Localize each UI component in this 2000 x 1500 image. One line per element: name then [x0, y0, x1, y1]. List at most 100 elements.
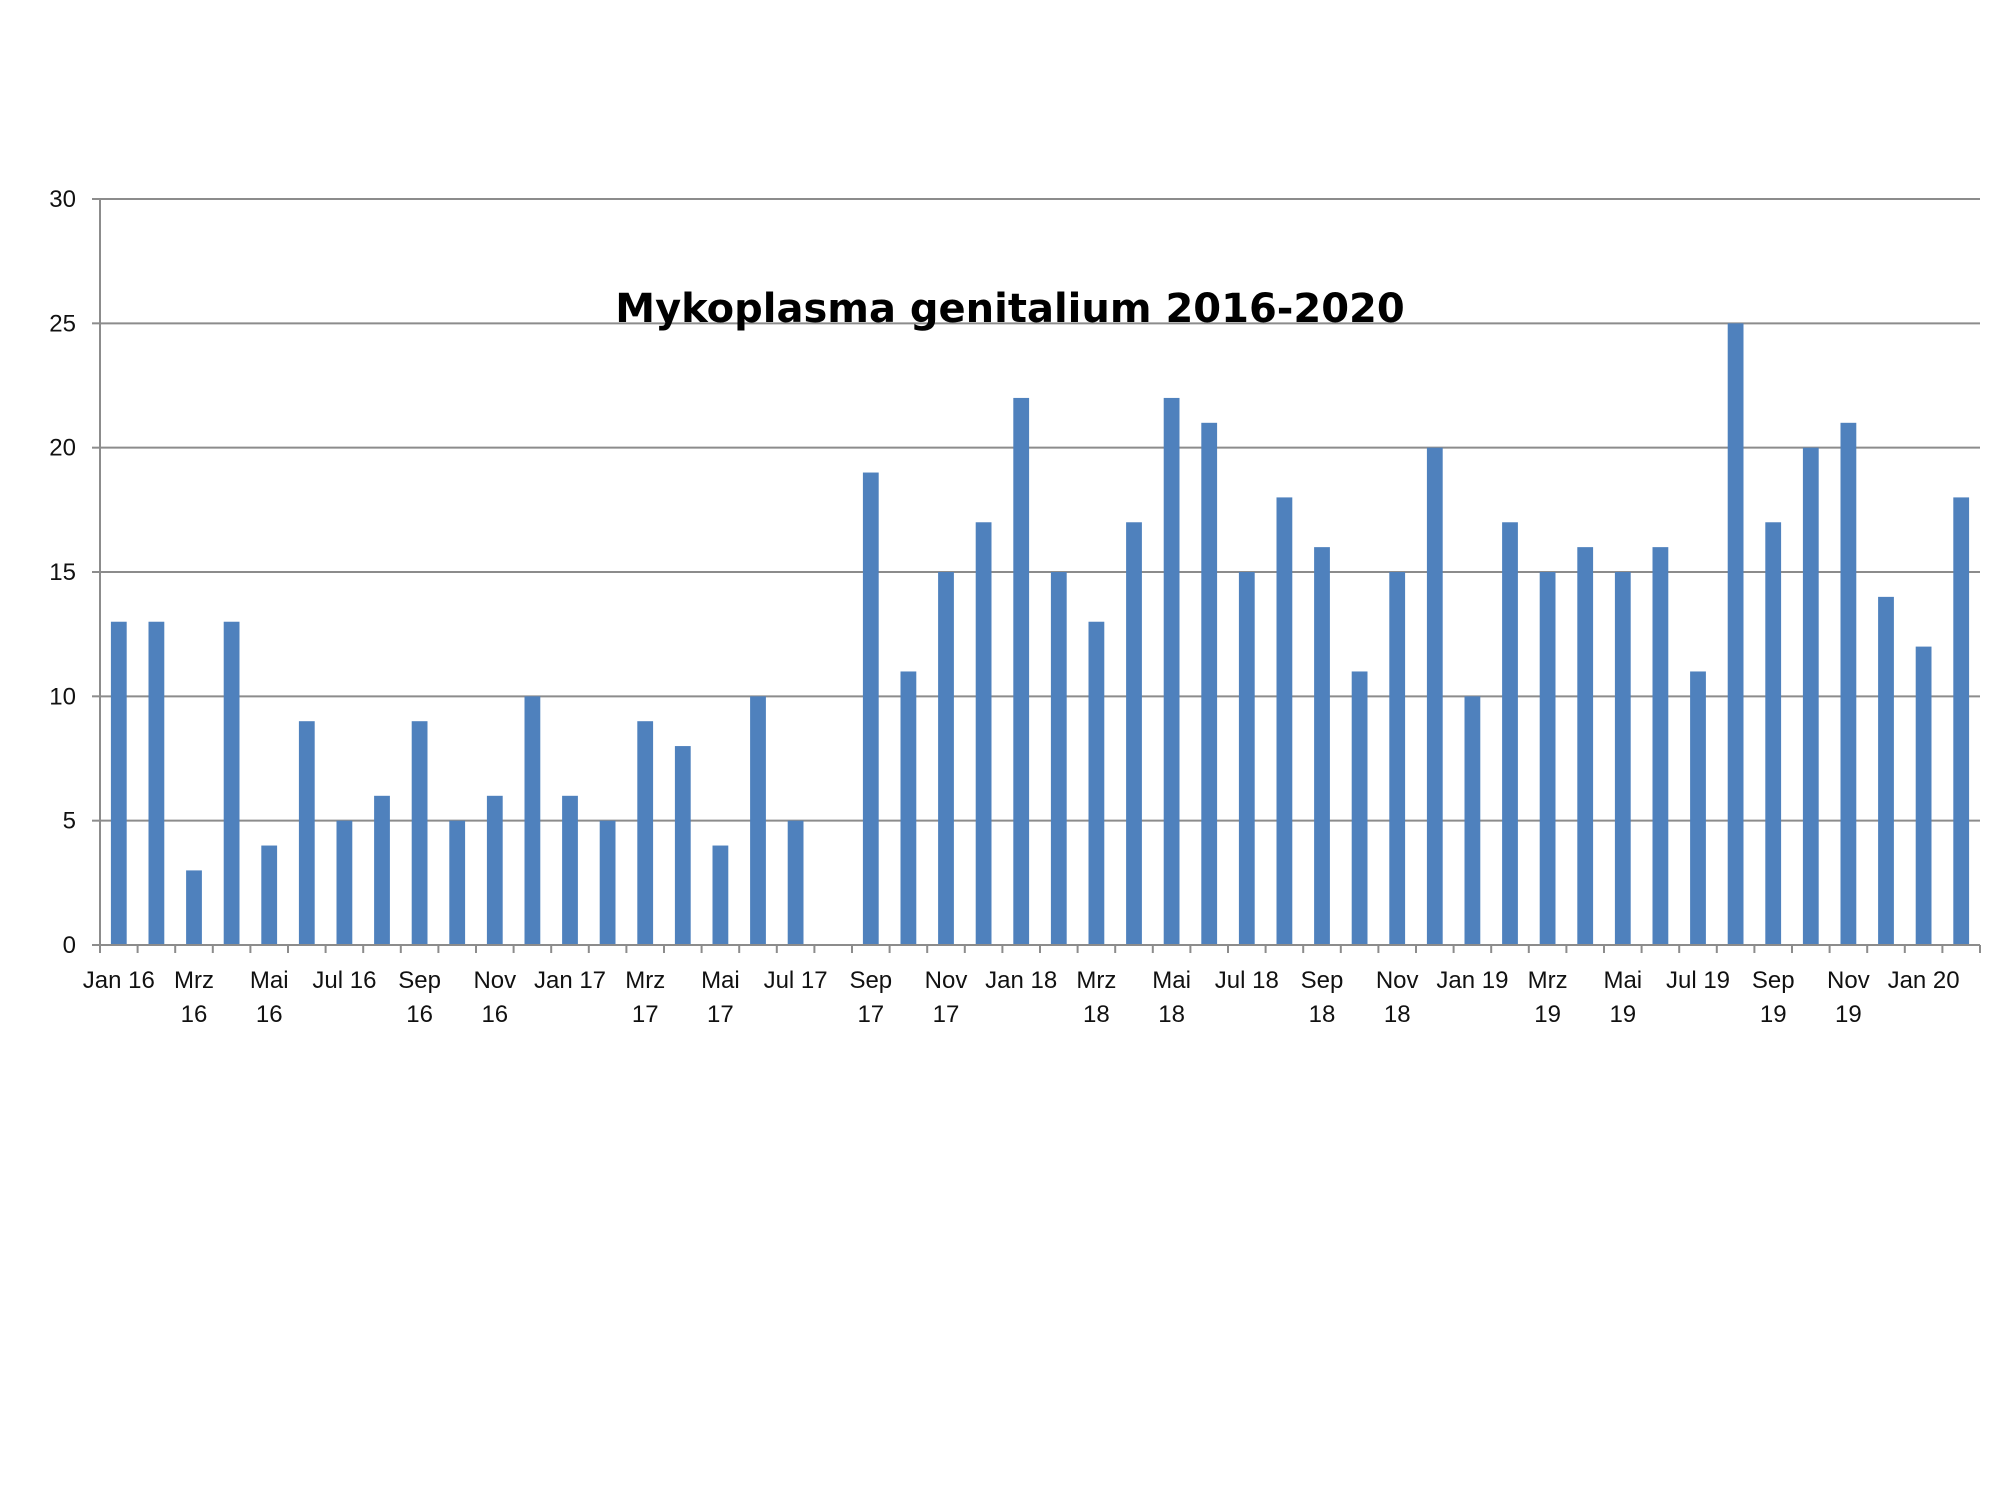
- y-axis-tick-label: 25: [49, 310, 76, 337]
- x-axis-tick-label: Nov: [1827, 967, 1870, 994]
- bar: [1765, 522, 1782, 945]
- bar: [562, 795, 578, 945]
- x-axis-tick-label: Mrz: [625, 967, 665, 994]
- x-axis-tick-label: 18: [1384, 1001, 1411, 1028]
- y-axis-tick-label: 30: [49, 186, 76, 213]
- bar: [148, 621, 165, 945]
- bar: [1201, 422, 1218, 945]
- bar: [1915, 646, 1932, 945]
- bar: [1314, 547, 1330, 945]
- bar: [336, 820, 353, 945]
- bar: [1126, 522, 1142, 945]
- axes: [92, 198, 1981, 953]
- x-axis-tick-label: Mai: [701, 967, 740, 994]
- bar: [374, 795, 390, 945]
- bar: [1502, 522, 1518, 945]
- x-axis-tick-label: 17: [933, 1001, 960, 1028]
- x-axis-tick-label: 18: [1083, 1001, 1110, 1028]
- bar: [1539, 572, 1556, 945]
- bar: [1878, 596, 1894, 945]
- x-axis-tick-label: 16: [481, 1001, 508, 1028]
- x-axis-tick-label: 17: [632, 1001, 659, 1028]
- bar: [1088, 621, 1105, 945]
- x-axis-tick-label: Nov: [473, 967, 516, 994]
- bar: [938, 572, 954, 945]
- bar: [862, 472, 879, 945]
- x-axis-tick-label: 18: [1158, 1001, 1185, 1028]
- x-axis-tick-label: 17: [707, 1001, 734, 1028]
- bar: [449, 820, 466, 945]
- y-axis-tick-label: 5: [63, 808, 76, 835]
- y-axis-tick-label: 20: [49, 435, 76, 462]
- bar: [298, 721, 315, 945]
- bar: [975, 522, 992, 945]
- x-axis-tick-label: Jan 19: [1436, 967, 1508, 994]
- bar: [1426, 447, 1443, 945]
- bar: [261, 845, 278, 945]
- x-axis-tick-label: Mrz: [1076, 967, 1116, 994]
- bar: [1802, 447, 1819, 945]
- chart-title: Mykoplasma genitalium 2016-2020: [615, 286, 1404, 332]
- x-axis-tick-label: Jul 19: [1666, 967, 1730, 994]
- bar: [1163, 397, 1180, 945]
- bar: [486, 795, 503, 945]
- x-axis-tick-label: 16: [406, 1001, 433, 1028]
- bar: [524, 696, 541, 945]
- x-axis-tick-label: 18: [1309, 1001, 1336, 1028]
- bar: [637, 721, 654, 945]
- bar: [1351, 671, 1368, 945]
- bar: [1238, 572, 1255, 945]
- bar: [1840, 422, 1857, 945]
- bar: [411, 721, 428, 945]
- bar: [186, 870, 202, 945]
- y-axis-tick-label: 0: [63, 932, 76, 959]
- x-axis-tick-label: Nov: [1376, 967, 1419, 994]
- x-axis-tick-label: 19: [1609, 1001, 1636, 1028]
- x-axis-tick-label: 17: [857, 1001, 884, 1028]
- bar: [1276, 497, 1293, 945]
- x-axis-tick-label: Sep: [849, 967, 892, 994]
- y-axis-tick-label: 15: [49, 559, 76, 586]
- bar: [1013, 397, 1030, 945]
- x-axis-tick-label: Jul 18: [1215, 967, 1279, 994]
- x-axis-tick-label: Mai: [250, 967, 289, 994]
- bar: [223, 621, 240, 945]
- x-axis-tick-label: Mrz: [174, 967, 214, 994]
- x-axis-tick-label: Jul 16: [312, 967, 376, 994]
- x-axis-tick-label: 19: [1534, 1001, 1561, 1028]
- x-axis-tick-label: Sep: [1301, 967, 1344, 994]
- bar: [1577, 547, 1594, 945]
- bar: [712, 845, 729, 945]
- x-axis-tick-label: Sep: [1752, 967, 1795, 994]
- x-axis-tick-label: Jan 17: [534, 967, 606, 994]
- bar: [674, 746, 691, 945]
- bar: [1389, 572, 1406, 945]
- bar: [1953, 497, 1970, 945]
- bar: [1652, 547, 1669, 945]
- x-axis-tick-label: Mrz: [1528, 967, 1568, 994]
- y-axis-tick-label: 10: [49, 683, 76, 710]
- bar: [900, 671, 917, 945]
- x-axis-tick-label: 16: [256, 1001, 283, 1028]
- x-axis-tick-label: Mai: [1603, 967, 1642, 994]
- y-axis-tick-labels: 0 5 10 15 20 25 30: [49, 186, 76, 959]
- bar: [110, 621, 127, 945]
- x-axis-tick-label: Mai: [1152, 967, 1191, 994]
- x-axis-tick-label: Nov: [925, 967, 968, 994]
- x-axis-tick-label: 16: [181, 1001, 208, 1028]
- x-axis-tick-label: Jan 20: [1888, 967, 1960, 994]
- bar: [599, 820, 616, 945]
- bar: [787, 820, 804, 945]
- bars: [110, 323, 1970, 945]
- bar: [750, 696, 766, 945]
- x-axis-tick-label: Jan 18: [985, 967, 1057, 994]
- bar: [1050, 572, 1067, 945]
- x-axis-tick-label: 19: [1835, 1001, 1862, 1028]
- x-axis-tick-label: Sep: [398, 967, 441, 994]
- x-axis-tick-label: Jan 16: [83, 967, 155, 994]
- bar: [1614, 572, 1631, 945]
- x-axis-tick-label: Jul 17: [764, 967, 828, 994]
- x-axis-tick-label: 19: [1760, 1001, 1787, 1028]
